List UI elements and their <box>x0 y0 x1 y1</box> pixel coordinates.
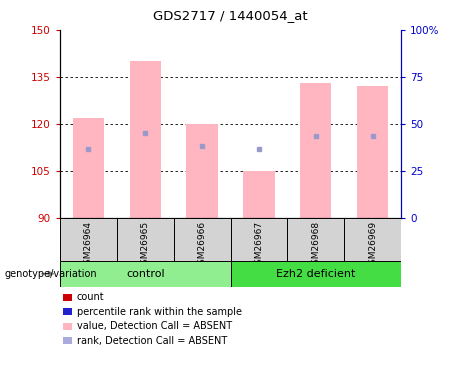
Bar <box>117 217 174 261</box>
Text: value, Detection Call = ABSENT: value, Detection Call = ABSENT <box>77 321 232 332</box>
Bar <box>63 323 72 330</box>
Text: GSM26967: GSM26967 <box>254 221 263 270</box>
Bar <box>230 261 401 287</box>
Text: percentile rank within the sample: percentile rank within the sample <box>77 307 242 317</box>
Text: GSM26966: GSM26966 <box>198 221 207 270</box>
Bar <box>230 217 287 261</box>
Text: GSM26969: GSM26969 <box>368 221 377 270</box>
Bar <box>63 294 72 301</box>
Bar <box>60 261 230 287</box>
Bar <box>73 117 104 218</box>
Text: control: control <box>126 269 165 279</box>
Bar <box>287 217 344 261</box>
Text: GSM26968: GSM26968 <box>311 221 320 270</box>
Text: GSM26965: GSM26965 <box>141 221 150 270</box>
Bar <box>300 83 331 218</box>
Bar <box>357 86 388 218</box>
Text: GDS2717 / 1440054_at: GDS2717 / 1440054_at <box>153 9 308 22</box>
Text: genotype/variation: genotype/variation <box>5 269 97 279</box>
Bar <box>174 217 230 261</box>
Bar <box>130 61 161 217</box>
Bar <box>344 217 401 261</box>
Text: GSM26964: GSM26964 <box>84 221 93 270</box>
Bar <box>186 124 218 218</box>
Bar <box>60 217 117 261</box>
Text: Ezh2 deficient: Ezh2 deficient <box>276 269 355 279</box>
Bar <box>63 338 72 344</box>
Text: rank, Detection Call = ABSENT: rank, Detection Call = ABSENT <box>77 336 227 346</box>
Text: count: count <box>77 292 105 302</box>
Bar <box>63 308 72 315</box>
Bar <box>243 171 275 217</box>
